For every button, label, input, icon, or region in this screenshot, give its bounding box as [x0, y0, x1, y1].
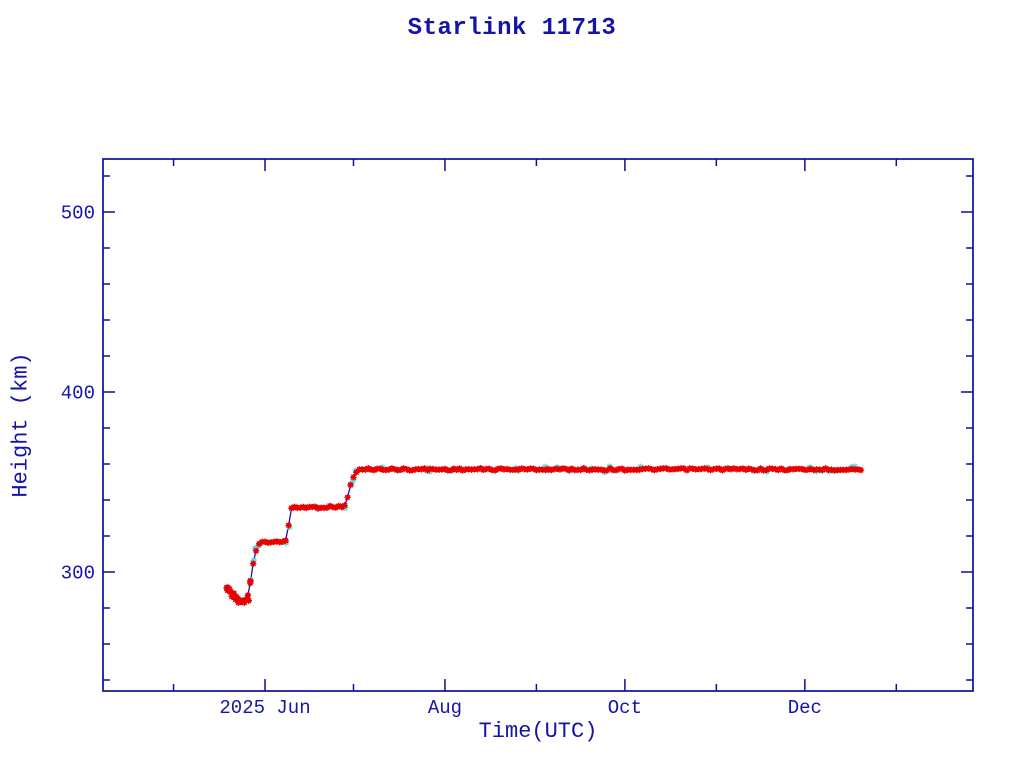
data-markers-cyan — [223, 463, 859, 599]
y-tick-label: 500 — [61, 203, 95, 225]
data-line — [226, 468, 861, 602]
x-tick-label: Aug — [428, 697, 462, 719]
y-tick-label: 300 — [61, 563, 95, 585]
x-tick-label: Dec — [788, 697, 822, 719]
data-markers-red — [223, 464, 865, 606]
x-tick-label: 2025 Jun — [219, 697, 310, 719]
plot-frame — [102, 158, 974, 692]
y-tick-label: 400 — [61, 383, 95, 405]
x-axis-label: Time(UTC) — [478, 719, 598, 744]
chart-title: Starlink 11713 — [407, 15, 617, 42]
x-tick-label: Oct — [608, 697, 642, 719]
